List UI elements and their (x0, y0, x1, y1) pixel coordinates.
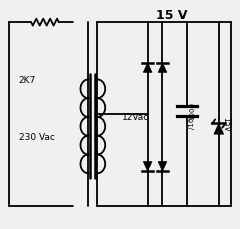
Text: 15V: 15V (221, 117, 230, 132)
Polygon shape (143, 162, 152, 171)
Text: 230 Vac: 230 Vac (19, 133, 55, 142)
Text: 12Vac: 12Vac (122, 113, 149, 122)
Polygon shape (214, 124, 224, 135)
Text: /16: /16 (189, 117, 195, 128)
Polygon shape (143, 64, 152, 73)
Text: 2K7: 2K7 (18, 76, 36, 85)
Polygon shape (158, 64, 167, 73)
Polygon shape (158, 162, 167, 171)
Text: 1000: 1000 (189, 102, 195, 120)
Text: 15 V: 15 V (156, 9, 187, 22)
